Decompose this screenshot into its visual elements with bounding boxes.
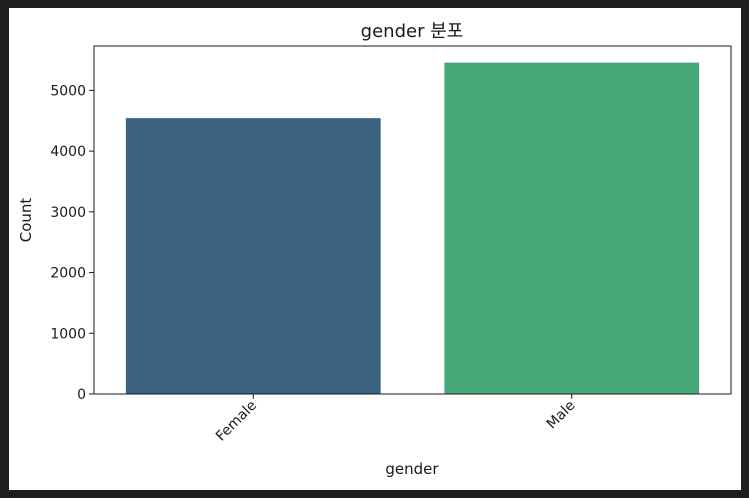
y-tick-label: 2000 [50, 266, 86, 282]
bar-female [125, 118, 381, 394]
bar-chart: gender 분포 0 1000 2000 3000 4000 5000 Female Ma… [17, 21, 732, 478]
bars-group [125, 62, 700, 394]
y-tick-label: 4000 [50, 144, 86, 160]
y-tick-label: 5000 [50, 83, 86, 99]
y-axis-label: Count [17, 198, 35, 243]
bar-male [444, 62, 700, 394]
x-axis-label: gender [385, 460, 439, 478]
chart-title: gender 분포 [361, 21, 464, 42]
x-tick-label-female: Female [213, 398, 260, 445]
plot-frame [93, 45, 732, 395]
x-tick-label-male: Male [544, 398, 579, 433]
chart-figure: gender 분포 0 1000 2000 3000 4000 5000 Female Ma… [9, 8, 741, 490]
y-axis-ticks: 0 1000 2000 3000 4000 5000 [50, 83, 94, 403]
x-axis-ticks: Female Male [213, 394, 579, 445]
y-tick-label: 1000 [50, 326, 86, 342]
y-tick-label: 3000 [50, 205, 86, 221]
y-tick-label: 0 [77, 387, 86, 403]
